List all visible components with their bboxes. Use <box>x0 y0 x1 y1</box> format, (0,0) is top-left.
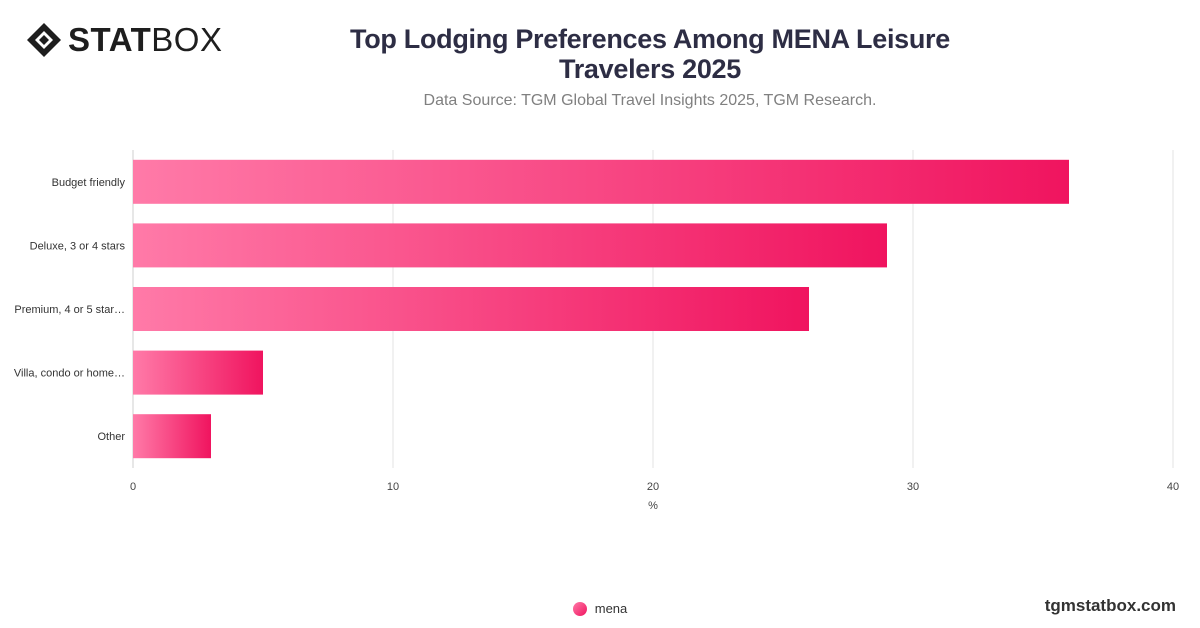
y-category-label: Premium, 4 or 5 star… <box>14 304 125 316</box>
statbox-logo: STATBOX <box>26 22 222 58</box>
chart-title-line-2: Travelers 2025 <box>559 54 741 84</box>
bar[interactable] <box>133 287 809 331</box>
legend-label: mena <box>594 601 628 616</box>
y-category-label: Budget friendly <box>52 177 126 189</box>
x-axis-title: % <box>648 500 658 512</box>
logo-text-light: BOX <box>151 21 223 58</box>
bar[interactable] <box>133 223 887 268</box>
bar[interactable] <box>133 350 263 395</box>
brand-footer: tgmstatbox.com <box>1044 596 1176 615</box>
x-tick-label: 40 <box>1167 481 1179 493</box>
logo-text: STATBOX <box>68 22 222 58</box>
legend-swatch <box>572 601 587 616</box>
chart-title-line-1: Top Lodging Preferences Among MENA Leisu… <box>350 24 950 54</box>
bar[interactable] <box>133 159 1069 204</box>
chart-title: Top Lodging Preferences Among MENA Leisu… <box>300 24 1000 84</box>
x-tick-label: 10 <box>387 481 399 493</box>
y-category-label: Other <box>97 431 125 443</box>
bar[interactable] <box>133 414 211 459</box>
y-category-label: Deluxe, 3 or 4 stars <box>30 240 126 252</box>
chart-subtitle: Data Source: TGM Global Travel Insights … <box>423 92 877 109</box>
y-category-label: Villa, condo or home… <box>14 368 125 380</box>
x-tick-label: 30 <box>907 481 919 493</box>
statbox-diamond-icon <box>27 23 61 57</box>
x-tick-label: 0 <box>130 481 136 493</box>
logo-text-bold: STAT <box>68 21 152 58</box>
x-tick-label: 20 <box>647 481 659 493</box>
chart-legend: mena <box>0 601 1200 616</box>
